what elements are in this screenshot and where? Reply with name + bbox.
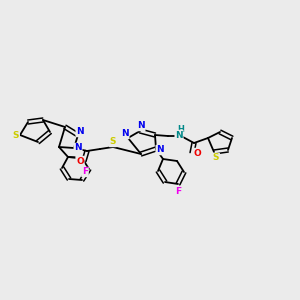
Text: O: O [76,157,84,166]
Text: N: N [156,146,164,154]
Text: N: N [121,130,129,139]
Text: S: S [213,154,219,163]
Text: H: H [178,125,184,134]
Text: O: O [193,148,201,158]
Text: N: N [175,130,183,140]
Text: S: S [13,130,19,140]
Text: F: F [175,188,181,196]
Text: N: N [76,128,84,136]
Text: S: S [110,137,116,146]
Text: F: F [82,167,88,176]
Text: N: N [137,122,145,130]
Text: N: N [74,143,82,152]
